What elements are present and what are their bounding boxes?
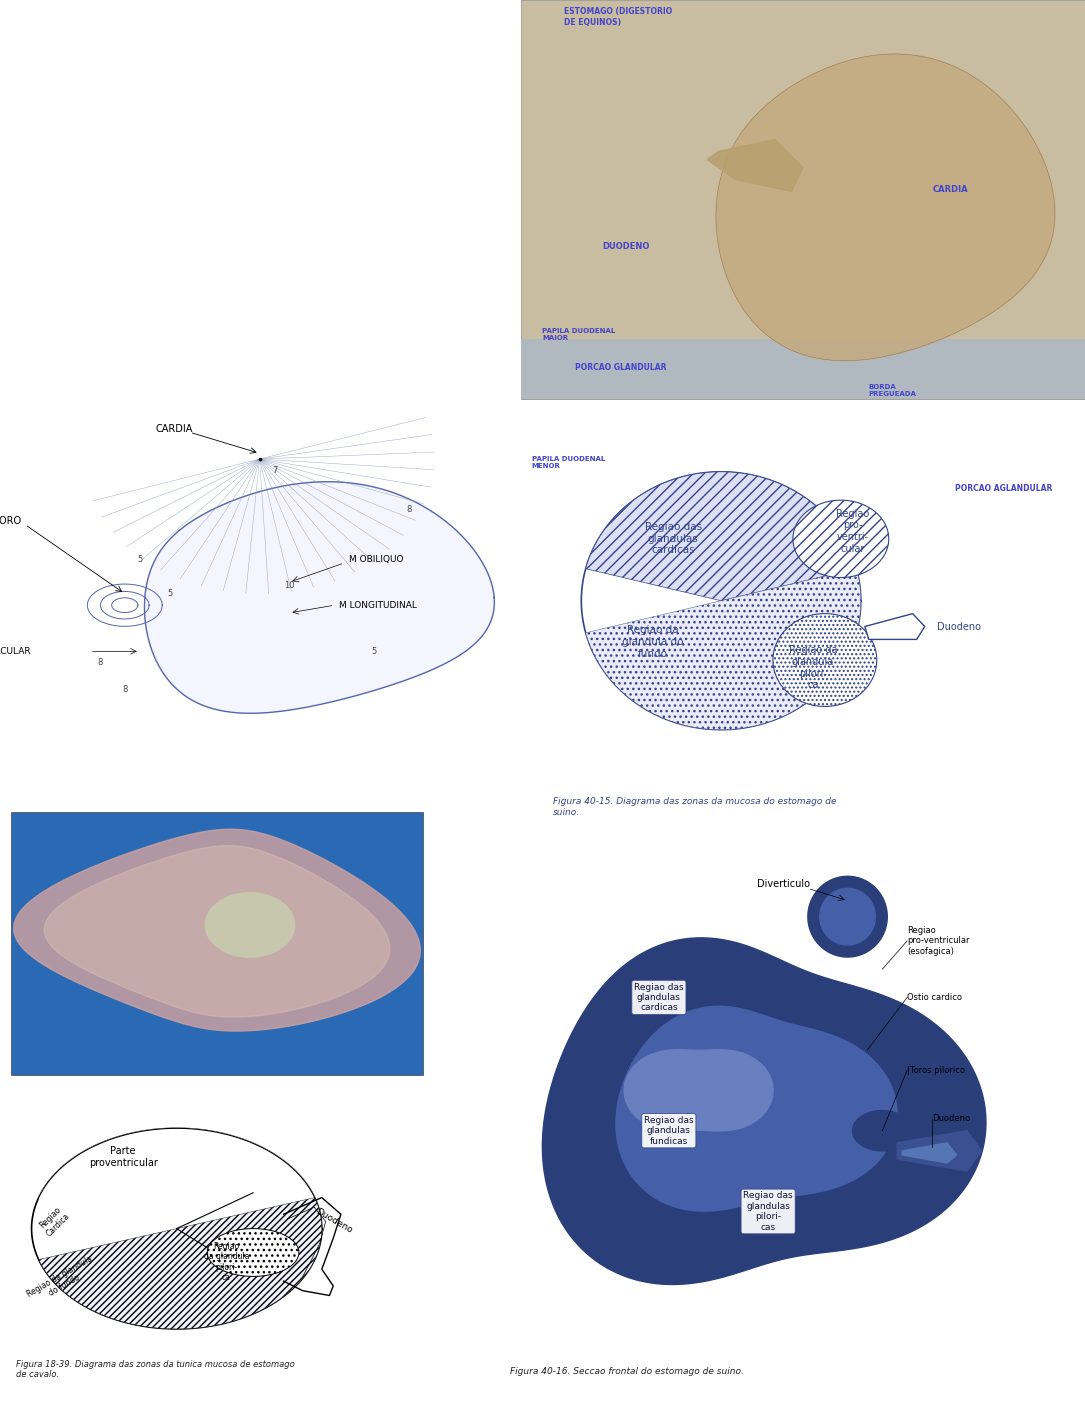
Text: M CIRCULAR: M CIRCULAR — [0, 646, 30, 656]
Polygon shape — [853, 1111, 912, 1151]
Text: Figura 18-39. Diagrama das zonas da tunica mucosa de estomago
de cavalo.: Figura 18-39. Diagrama das zonas da tuni… — [16, 1360, 295, 1380]
Text: Regiao
da glandula
pilori-
ca: Regiao da glandula pilori- ca — [204, 1242, 250, 1282]
Text: |Toros pilorico: |Toros pilorico — [907, 1065, 966, 1075]
Text: 5: 5 — [372, 646, 376, 656]
Text: 8: 8 — [123, 685, 127, 695]
Polygon shape — [808, 876, 888, 957]
Text: 8: 8 — [407, 504, 412, 514]
Text: Ostio cardico: Ostio cardico — [907, 993, 962, 1002]
Polygon shape — [31, 1128, 322, 1329]
Text: DUODENO: DUODENO — [602, 242, 650, 251]
Polygon shape — [820, 889, 876, 946]
Polygon shape — [582, 471, 860, 729]
Text: Figura 40-15. Diagrama das zonas da mucosa do estomago de
suino.: Figura 40-15. Diagrama das zonas da muco… — [553, 797, 837, 817]
Polygon shape — [903, 1143, 957, 1163]
Text: PAPILA DUODENAL
MENOR: PAPILA DUODENAL MENOR — [532, 456, 605, 468]
Text: BORDA
PREGUEADA: BORDA PREGUEADA — [868, 384, 916, 397]
Text: PORCAO GLANDULAR: PORCAO GLANDULAR — [575, 363, 666, 372]
Text: Duodeno: Duodeno — [936, 621, 981, 631]
Text: Regiao das
glandulas
pilori-
cas: Regiao das glandulas pilori- cas — [743, 1192, 793, 1232]
Polygon shape — [14, 829, 420, 1031]
Polygon shape — [39, 1128, 315, 1229]
Polygon shape — [773, 614, 877, 706]
Text: CARDIA: CARDIA — [933, 185, 969, 194]
Bar — [11, 812, 423, 1075]
Polygon shape — [144, 481, 495, 713]
Text: Regiao
Cardica: Regiao Cardica — [37, 1205, 72, 1239]
Text: Regiao da glandula
do fundo: Regiao da glandula do fundo — [25, 1255, 99, 1309]
Polygon shape — [616, 1007, 897, 1212]
Polygon shape — [586, 471, 856, 601]
Text: Regiao da
glandula
pilori-
ca: Regiao da glandula pilori- ca — [789, 645, 838, 691]
Text: Regiao das
glandulas
cardicas: Regiao das glandulas cardicas — [644, 523, 702, 555]
Polygon shape — [793, 500, 889, 578]
Text: PORCAO AGLANDULAR: PORCAO AGLANDULAR — [955, 484, 1052, 493]
Polygon shape — [707, 140, 803, 191]
Polygon shape — [897, 1131, 982, 1171]
Polygon shape — [716, 54, 1055, 360]
Text: M OBILIQUO: M OBILIQUO — [349, 554, 404, 564]
Text: Regiao da
glandula do
fundo: Regiao da glandula do fundo — [623, 625, 684, 658]
Text: Duodeno: Duodeno — [315, 1208, 354, 1236]
Text: PAPILA DUODENAL
MAIOR: PAPILA DUODENAL MAIOR — [542, 328, 616, 340]
Text: Regiao
pro-ventricular
(esofagica): Regiao pro-ventricular (esofagica) — [907, 926, 970, 956]
Text: PILORO: PILORO — [0, 515, 21, 525]
Text: Regiao das
glandulas
fundicas: Regiao das glandulas fundicas — [644, 1116, 693, 1145]
Text: ESTOMAGO (DIGESTORIO
DE EQUINOS): ESTOMAGO (DIGESTORIO DE EQUINOS) — [564, 7, 673, 27]
Polygon shape — [865, 614, 924, 639]
Polygon shape — [207, 1229, 298, 1276]
Bar — [521, 339, 1085, 399]
Text: M LONGITUDINAL: M LONGITUDINAL — [340, 601, 418, 609]
Bar — [521, 0, 1085, 399]
Text: 10: 10 — [284, 581, 295, 591]
Polygon shape — [624, 1049, 774, 1131]
Text: CARDIA: CARDIA — [156, 424, 193, 434]
Polygon shape — [542, 938, 986, 1284]
Polygon shape — [39, 1198, 322, 1329]
Text: Parte
proventricular: Parte proventricular — [89, 1146, 157, 1168]
Polygon shape — [586, 568, 860, 729]
Text: 5: 5 — [137, 554, 142, 564]
Text: Regiao
pro-
ventri-
cular: Regiao pro- ventri- cular — [837, 508, 869, 554]
Text: 7: 7 — [272, 466, 277, 476]
Text: Diverticulo: Diverticulo — [756, 880, 809, 890]
Text: Regiao das
glandulas
cardicas: Regiao das glandulas cardicas — [634, 983, 684, 1012]
Text: Figura 40-16. Seccao frontal do estomago de suino.: Figura 40-16. Seccao frontal do estomago… — [510, 1367, 744, 1376]
Polygon shape — [44, 846, 390, 1017]
Ellipse shape — [205, 891, 295, 958]
Text: 5: 5 — [167, 590, 173, 598]
Text: Duodeno: Duodeno — [932, 1114, 970, 1124]
Text: 8: 8 — [98, 658, 102, 668]
